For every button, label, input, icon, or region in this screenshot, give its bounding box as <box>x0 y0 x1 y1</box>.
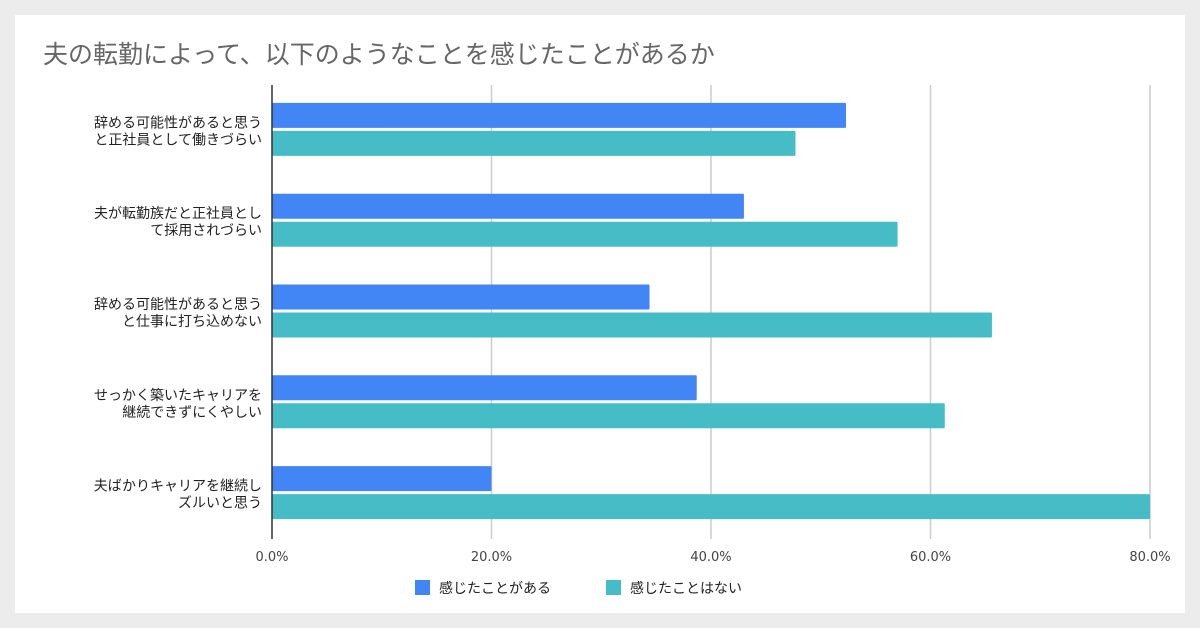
bar <box>272 403 945 429</box>
chart-title: 夫の転勤によって、以下のようなことを感じたことがあるか <box>43 40 715 69</box>
bar <box>272 102 846 128</box>
category-label: 夫ばかりキャリアを継続しズルいと思う <box>94 478 262 512</box>
category-label: せっかく築いたキャリアを継続できずにくやしい <box>94 388 262 421</box>
x-tick-label: 80.0% <box>1129 550 1170 565</box>
bar <box>272 466 492 492</box>
chart-card: 夫の転勤によって、以下のようなことを感じたことがあるか 辞める可能性があると思う… <box>15 15 1185 613</box>
category-label: 辞める可能性があると思うと仕事に打ち込めない <box>94 297 262 330</box>
legend-swatch <box>606 580 621 595</box>
bar <box>272 193 744 219</box>
x-tick-label: 0.0% <box>255 550 288 565</box>
bar <box>272 221 898 247</box>
x-tick-label: 60.0% <box>910 550 951 565</box>
bar <box>272 494 1150 520</box>
legend-label: 感じたことはない <box>630 580 742 597</box>
legend-swatch <box>415 580 430 595</box>
bar-chart: 辞める可能性があると思うと正社員として働きづらい夫が転勤族だと正社員として採用さ… <box>94 85 1171 597</box>
x-tick-label: 40.0% <box>690 550 731 565</box>
bar <box>272 375 697 401</box>
x-tick-label: 20.0% <box>471 550 512 565</box>
legend-label: 感じたことがある <box>439 580 551 597</box>
category-label: 辞める可能性があると思うと正社員として働きづらい <box>94 115 262 148</box>
bar <box>272 284 650 310</box>
category-label: 夫が転勤族だと正社員として採用されづらい <box>94 206 262 239</box>
bar <box>272 312 992 338</box>
bar <box>272 130 796 156</box>
